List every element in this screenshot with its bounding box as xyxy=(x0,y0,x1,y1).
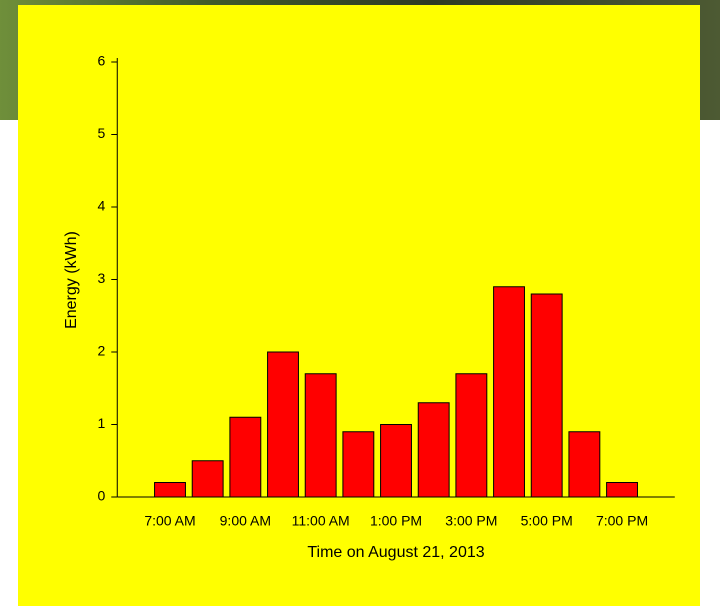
page: {"chart_data": {"type": "bar", "x_label"… xyxy=(0,0,720,606)
bar xyxy=(569,432,600,497)
y-tick-label: 2 xyxy=(97,343,105,359)
x-tick-label: 11:00 AM xyxy=(292,513,350,529)
bar xyxy=(531,294,562,497)
y-tick-label: 5 xyxy=(97,125,105,141)
bar xyxy=(305,374,336,497)
y-tick-label: 4 xyxy=(97,198,105,214)
x-tick-label: 7:00 AM xyxy=(144,513,195,529)
bar xyxy=(343,432,374,497)
bar xyxy=(381,425,412,498)
x-tick-label: 5:00 PM xyxy=(521,513,573,529)
x-axis-title: Time on August 21, 2013 xyxy=(307,544,484,561)
bar xyxy=(456,374,487,497)
y-axis-title: Energy (kWh) xyxy=(63,231,80,329)
bar xyxy=(607,483,638,498)
bar xyxy=(155,483,186,498)
x-tick-label: 3:00 PM xyxy=(445,513,497,529)
bar xyxy=(268,352,299,497)
bar xyxy=(494,287,525,497)
x-tick-label: 1:00 PM xyxy=(370,513,422,529)
y-tick-label: 3 xyxy=(97,270,105,286)
chart: Time on August 21, 2013 Energy (kWh) 0 1 2… xyxy=(0,0,720,606)
x-tick-label: 9:00 AM xyxy=(220,513,271,529)
bar xyxy=(192,461,223,497)
y-tick-label: 1 xyxy=(97,415,105,431)
bar xyxy=(418,403,449,497)
bar xyxy=(230,417,261,497)
y-tick-label: 0 xyxy=(97,488,105,504)
x-tick-label: 7:00 PM xyxy=(596,513,648,529)
y-tick-label: 6 xyxy=(97,53,105,69)
